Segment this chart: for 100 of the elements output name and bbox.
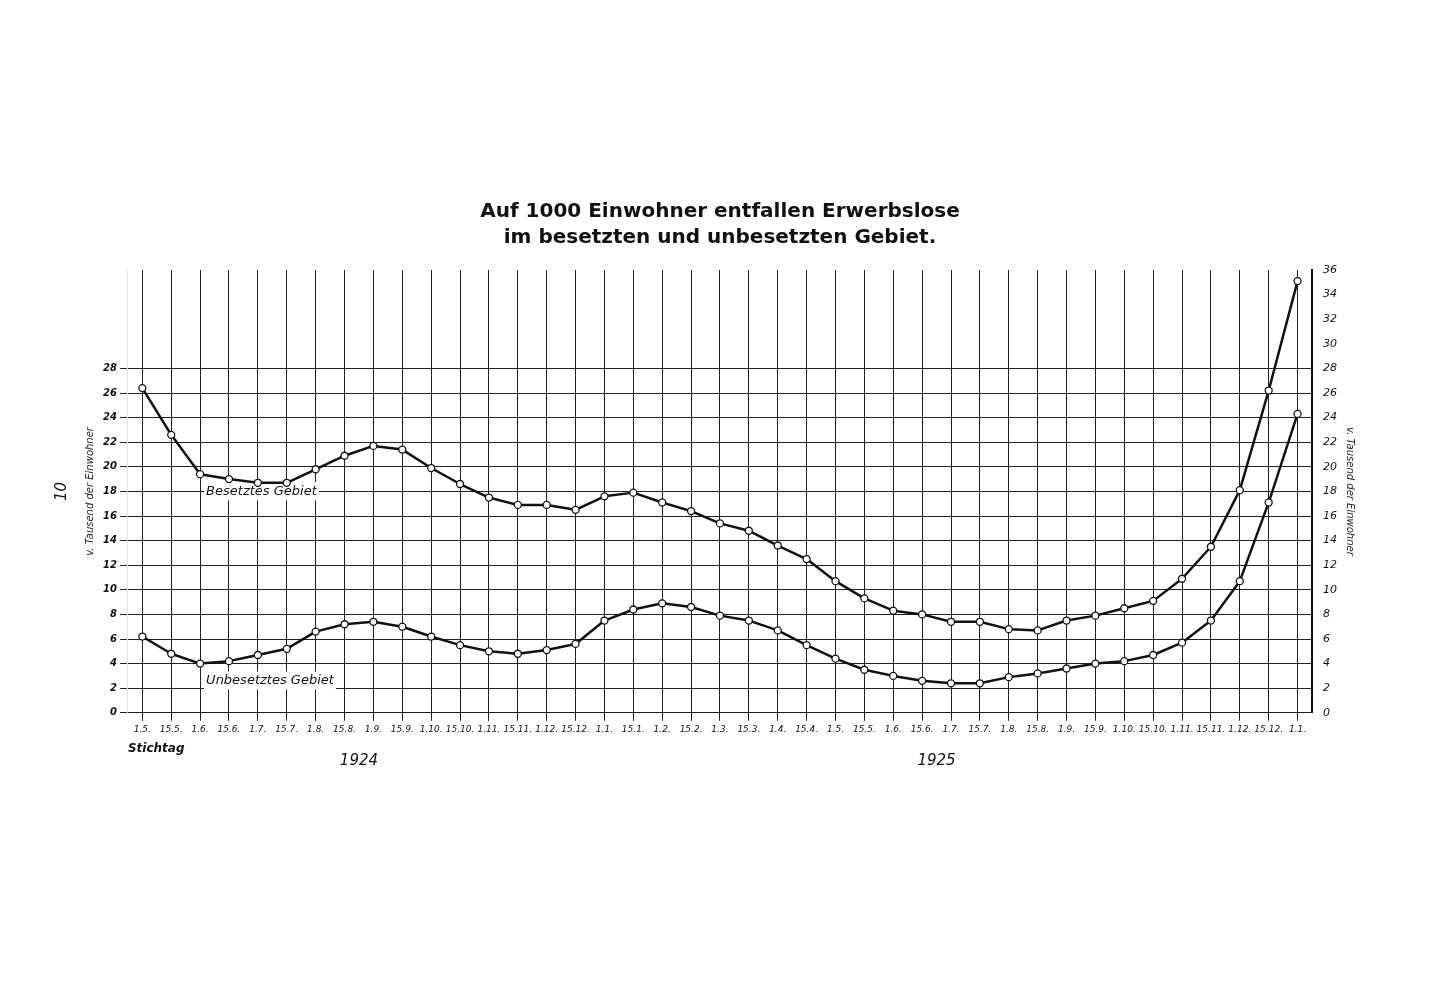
x-tick-label: 1.3. bbox=[711, 723, 729, 734]
point bbox=[600, 616, 609, 625]
point bbox=[427, 463, 436, 473]
point bbox=[1120, 656, 1129, 666]
x-tick-label: 1.7. bbox=[249, 723, 267, 734]
point bbox=[802, 554, 811, 564]
point bbox=[1206, 616, 1216, 625]
point bbox=[455, 479, 465, 489]
x-tick-label: 15.8. bbox=[1026, 723, 1050, 734]
point bbox=[658, 498, 667, 507]
point bbox=[917, 676, 927, 685]
y2-tick-label: 24 bbox=[1323, 410, 1337, 424]
x-tick-label: 15.9. bbox=[1083, 723, 1107, 734]
x-tick-label: 1.2. bbox=[653, 723, 671, 734]
point bbox=[600, 492, 609, 501]
y2-tick-label: 6 bbox=[1323, 631, 1330, 645]
y-tick-label: 6 bbox=[109, 632, 117, 644]
x-tick-label: 1.10. bbox=[419, 723, 443, 734]
x-axis-title: Stichtag bbox=[127, 740, 185, 755]
point bbox=[1177, 574, 1187, 583]
point bbox=[1033, 626, 1042, 635]
point bbox=[427, 632, 436, 641]
x-tick-label: 15.7. bbox=[275, 723, 299, 734]
point bbox=[398, 445, 407, 454]
y2-tick-label: 36 bbox=[1323, 262, 1337, 276]
point bbox=[1177, 638, 1187, 647]
point bbox=[629, 488, 638, 497]
point bbox=[224, 656, 234, 666]
point bbox=[1120, 604, 1129, 613]
point bbox=[138, 632, 147, 641]
point bbox=[1264, 498, 1273, 507]
point bbox=[571, 639, 580, 649]
y2-tick-label: 16 bbox=[1323, 508, 1337, 522]
point bbox=[686, 602, 696, 612]
y-axis-title: v. Tausend der Einwohner bbox=[83, 426, 95, 556]
x-tick-label: 15.5. bbox=[852, 723, 876, 734]
x-tick-label: 1.6. bbox=[191, 723, 209, 734]
x-tick-label: 1.5. bbox=[133, 723, 151, 734]
point bbox=[1062, 664, 1071, 673]
point bbox=[253, 650, 263, 660]
x-tick-label: 1.11. bbox=[477, 723, 501, 734]
x-tick-label: 15.11. bbox=[1196, 723, 1226, 734]
point bbox=[1062, 616, 1071, 625]
x-tick-label: 1.11. bbox=[1170, 723, 1194, 734]
y-tick-label: 18 bbox=[102, 484, 117, 496]
y-tick-label: 26 bbox=[102, 386, 117, 398]
x-tick-label: 15.10. bbox=[445, 723, 475, 734]
point bbox=[484, 647, 494, 656]
point bbox=[167, 649, 176, 658]
y2-tick-label: 8 bbox=[1323, 607, 1330, 621]
y2-tick-label: 12 bbox=[1323, 558, 1337, 572]
point bbox=[946, 679, 956, 688]
y-tick-label: 8 bbox=[109, 607, 117, 619]
point bbox=[513, 649, 522, 658]
point bbox=[513, 500, 522, 510]
point bbox=[542, 645, 551, 655]
point bbox=[860, 665, 869, 674]
y2-tick-label: 34 bbox=[1323, 287, 1337, 301]
point bbox=[1004, 672, 1013, 682]
y2-tick-label: 2 bbox=[1323, 681, 1330, 695]
point bbox=[282, 644, 291, 653]
point bbox=[917, 610, 927, 619]
point bbox=[686, 506, 696, 516]
x-tick-label: 1.1. bbox=[1288, 723, 1307, 734]
y2-tick-label: 30 bbox=[1323, 336, 1337, 350]
point bbox=[1293, 276, 1302, 286]
y2-tick-label: 26 bbox=[1323, 385, 1337, 399]
point bbox=[311, 627, 320, 636]
point bbox=[1033, 669, 1042, 678]
point bbox=[715, 611, 725, 620]
x-tick-label: 1.8. bbox=[1000, 723, 1018, 734]
text: 1924 bbox=[339, 750, 379, 769]
x-tick-label: 15.8. bbox=[333, 723, 356, 734]
point bbox=[1091, 611, 1100, 620]
point bbox=[629, 605, 638, 614]
y2-tick-label: 28 bbox=[1323, 361, 1337, 375]
point bbox=[831, 577, 840, 586]
point bbox=[773, 541, 782, 550]
point bbox=[195, 470, 205, 479]
x-tick-label: 1.10. bbox=[1112, 723, 1136, 734]
y-tick-label: 4 bbox=[108, 657, 117, 669]
series-label: Besetztes Gebiet bbox=[206, 483, 318, 499]
x-tick-label: 15.5. bbox=[159, 723, 183, 734]
y2-tick-label: 4 bbox=[1323, 656, 1330, 670]
point bbox=[369, 617, 378, 626]
point bbox=[398, 622, 407, 631]
x-tick-label: 15.6. bbox=[910, 723, 934, 734]
point bbox=[340, 620, 349, 629]
point bbox=[744, 526, 753, 535]
x-tick-label: 1.12. bbox=[1228, 723, 1252, 734]
x-tick-label: 1.9. bbox=[1057, 723, 1076, 734]
text: 1925 bbox=[917, 750, 956, 769]
x-tick-label: 15.12. bbox=[1254, 723, 1283, 734]
chart-title: Auf 1000 Einwohner entfallen Erwerbslose bbox=[480, 198, 960, 223]
chart-subtitle: im besetzten und unbesetzten Gebiet. bbox=[503, 224, 937, 249]
point bbox=[224, 474, 234, 484]
x-tick-label: 1.4. bbox=[769, 723, 787, 734]
point bbox=[167, 430, 176, 439]
point bbox=[889, 606, 898, 615]
point bbox=[802, 641, 811, 650]
